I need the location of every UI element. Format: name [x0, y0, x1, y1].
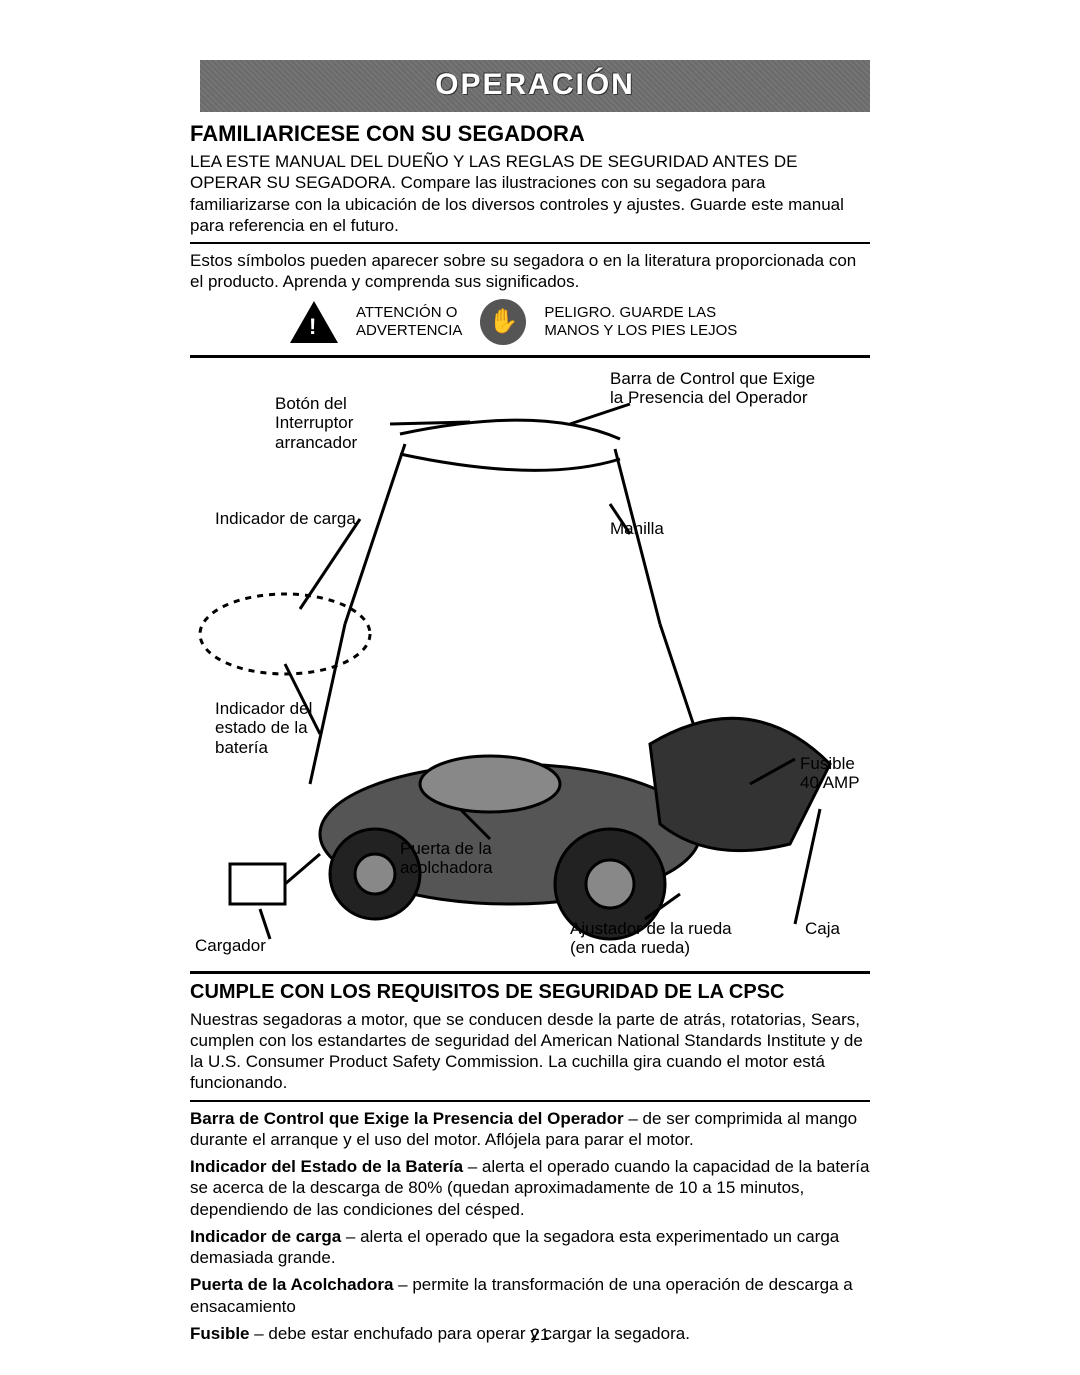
danger-hand-icon: ✋ — [480, 299, 526, 345]
def-term: Indicador del Estado de la Batería — [190, 1157, 463, 1176]
label-mulcher-door: Puerta de la acolchadora — [400, 839, 493, 878]
section-banner: OPERACIÓN — [200, 60, 870, 112]
label-box: Caja — [805, 919, 840, 939]
section2-title: CUMPLE CON LOS REQUISITOS DE SEGURIDAD D… — [190, 980, 870, 1005]
label-handle: Manilla — [610, 519, 664, 539]
label-fuse: Fusible 40 AMP — [800, 754, 860, 793]
def-battery: Indicador del Estado de la Batería – ale… — [190, 1156, 870, 1220]
definitions-list: Barra de Control que Exige la Presencia … — [190, 1108, 870, 1345]
label-starter-button: Botón del Interruptor arrancador — [275, 394, 357, 453]
def-term: Puerta de la Acolchadora — [190, 1275, 393, 1294]
def-mulcher: Puerta de la Acolchadora – permite la tr… — [190, 1274, 870, 1317]
def-term: Barra de Control que Exige la Presencia … — [190, 1109, 624, 1128]
warning-triangle-icon: ! — [290, 301, 338, 343]
label-battery-indicator: Indicador del estado de la batería — [215, 699, 312, 758]
symbols-intro: Estos símbolos pueden aparecer sobre su … — [190, 250, 870, 293]
danger-label: PELIGRO. GUARDE LAS MANOS Y LOS PIES LEJ… — [544, 304, 737, 339]
def-term: Indicador de carga — [190, 1227, 341, 1246]
symbols-row: ! ATTENCIÓN O ADVERTENCIA ✋ PELIGRO. GUA… — [190, 299, 870, 358]
label-load-indicator: Indicador de carga — [215, 509, 356, 529]
label-charger: Cargador — [195, 936, 266, 956]
label-control-bar: Barra de Control que Exige la Presencia … — [610, 369, 815, 408]
mower-diagram: Botón del Interruptor arrancador Barra d… — [190, 364, 870, 974]
warning-label: ATTENCIÓN O ADVERTENCIA — [356, 304, 462, 339]
cpsc-paragraph: Nuestras segadoras a motor, que se condu… — [190, 1009, 870, 1102]
section1-title: FAMILIARICESE CON SU SEGADORA — [190, 120, 870, 148]
def-control-bar: Barra de Control que Exige la Presencia … — [190, 1108, 870, 1151]
intro-paragraph: LEA ESTE MANUAL DEL DUEÑO Y LAS REGLAS D… — [190, 151, 870, 244]
page-number: 21 — [0, 1324, 1080, 1345]
def-load: Indicador de carga – alerta el operado q… — [190, 1226, 870, 1269]
label-wheel-adjuster: Ajustador de la rueda (en cada rueda) — [570, 919, 732, 958]
